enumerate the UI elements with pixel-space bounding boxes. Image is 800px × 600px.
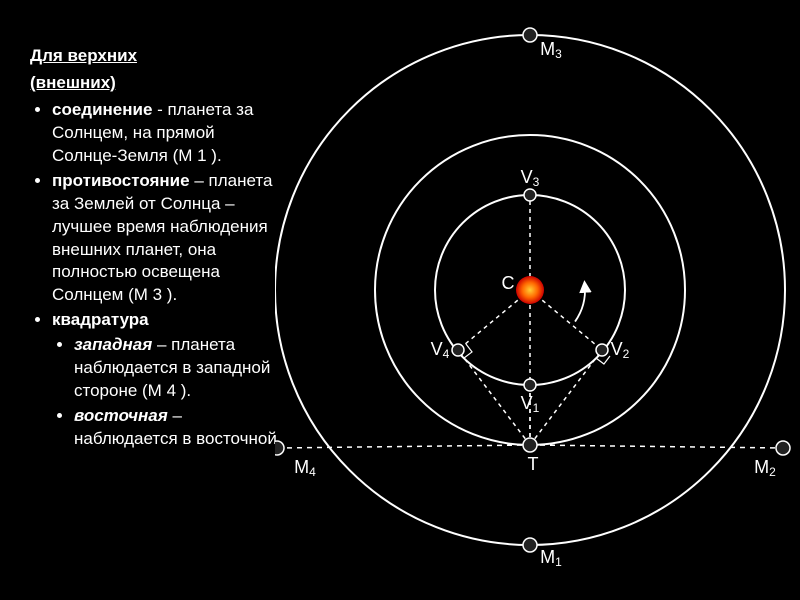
heading-line-1: Для верхних <box>30 45 280 68</box>
term-east: восточная <box>74 406 168 425</box>
svg-text:M3: M3 <box>540 39 562 61</box>
svg-text:V1: V1 <box>521 393 540 415</box>
term-opposition: противостояние <box>52 171 190 190</box>
svg-text:M4: M4 <box>294 457 316 479</box>
svg-text:V4: V4 <box>431 339 450 361</box>
bullet-quadrature: квадратура западная – планета наблюдаетс… <box>52 309 280 451</box>
term-conjunction: соединение <box>52 100 152 119</box>
bullet-opposition: противостояние – планета за Землей от Со… <box>52 170 280 308</box>
term-quadrature: квадратура <box>52 310 149 329</box>
svg-text:M2: M2 <box>754 457 776 479</box>
planet-config-diagram: С V1 V2 V3 V4 M1 M2 M3 M4 T <box>275 0 800 600</box>
diagram-svg: С V1 V2 V3 V4 M1 M2 M3 M4 T <box>275 0 800 600</box>
text-panel: Для верхних (внешних) соединение - плане… <box>30 45 280 453</box>
svg-text:M1: M1 <box>540 547 562 569</box>
bullet-list: соединение - планета за Солнцем, на прям… <box>30 99 280 451</box>
desc-opposition: – планета за Землей от Солнца – лучшее в… <box>52 171 272 305</box>
bullet-conjunction: соединение - планета за Солнцем, на прям… <box>52 99 280 168</box>
svg-text:T: T <box>528 454 539 474</box>
bullet-west: западная – планета наблюдается в западно… <box>74 334 280 403</box>
svg-text:V2: V2 <box>611 339 630 361</box>
heading-line-2: (внешних) <box>30 72 280 95</box>
sub-bullet-list: западная – планета наблюдается в западно… <box>52 334 280 451</box>
svg-text:С: С <box>502 273 515 293</box>
term-west: западная <box>74 335 152 354</box>
svg-text:V3: V3 <box>521 167 540 189</box>
bullet-east: восточная – наблюдается в восточной <box>74 405 280 451</box>
